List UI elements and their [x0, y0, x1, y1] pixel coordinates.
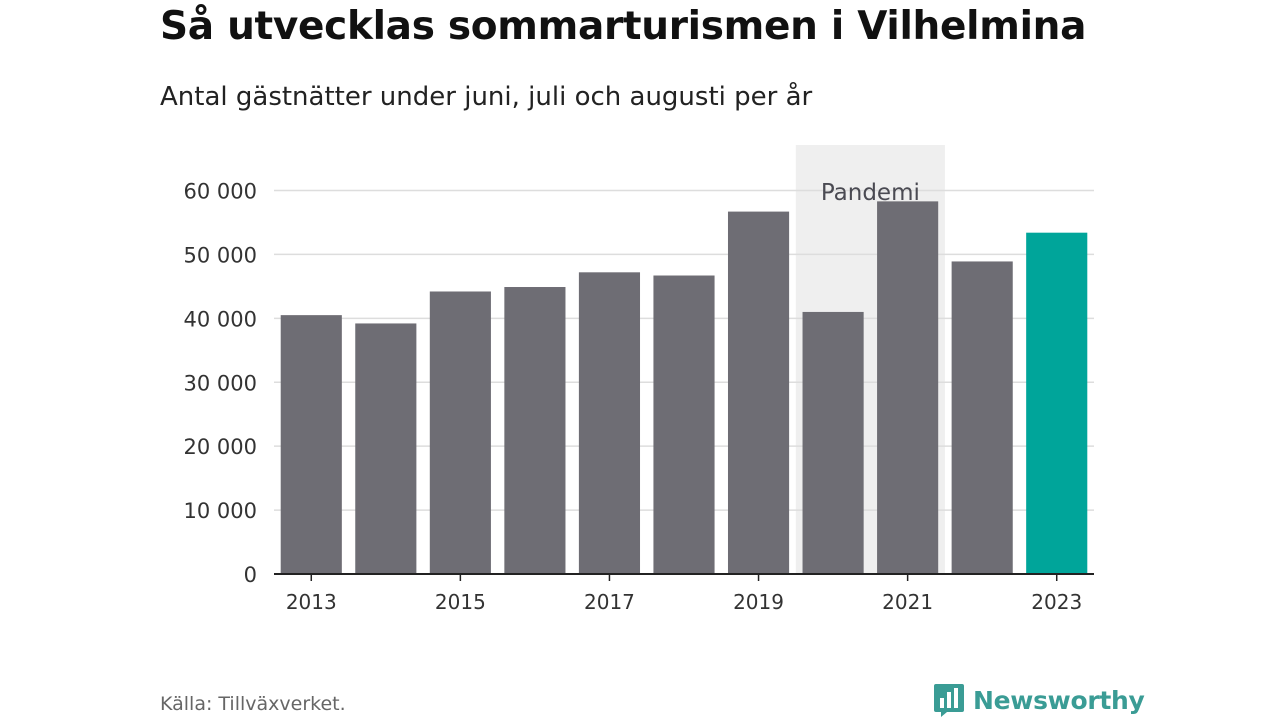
x-tick-label: 2021 — [882, 590, 933, 614]
chart-subtitle: Antal gästnätter under juni, juli och au… — [160, 82, 813, 112]
y-tick-label: 40 000 — [184, 307, 257, 331]
x-tick-label: 2013 — [286, 590, 337, 614]
bars — [280, 201, 1088, 574]
bar-2019 — [727, 211, 790, 574]
bar-2022 — [951, 261, 1013, 574]
bar-2021 — [877, 201, 939, 574]
y-tick-label: 10 000 — [184, 499, 257, 523]
axes: 2013 2015 2017 2019 2021 2023 — [274, 573, 1094, 614]
chart-title: Så utvecklas sommarturismen i Vilhelmina — [160, 4, 1087, 49]
annotation-labels: Pandemi — [821, 180, 920, 206]
y-tick-label: 30 000 — [184, 371, 257, 395]
brand-name: Newsworthy — [973, 685, 1145, 715]
bar-2014 — [355, 323, 417, 574]
bar-2023 — [1026, 232, 1088, 574]
x-tick-label: 2015 — [435, 590, 486, 614]
bar-2013 — [280, 315, 342, 574]
y-tick-label: 50 000 — [184, 243, 257, 267]
bar-2017 — [578, 272, 641, 574]
bar-chart-logo-icon — [934, 684, 964, 717]
bar-2020 — [802, 311, 864, 574]
bar-chart: 0 10 000 20 000 30 000 40 000 50 000 60 000 Pa… — [184, 145, 1094, 614]
source-note: Källa: Tillväxverket. — [160, 693, 346, 715]
pandemic-label: Pandemi — [821, 180, 920, 206]
x-tick-label: 2023 — [1031, 590, 1082, 614]
x-tick-label: 2017 — [584, 590, 635, 614]
y-tick-label: 20 000 — [184, 435, 257, 459]
bar-2015 — [429, 291, 491, 574]
x-tick-label: 2019 — [733, 590, 784, 614]
bar-2016 — [504, 287, 566, 574]
bar-2018 — [653, 275, 715, 574]
y-tick-label: 0 — [244, 563, 257, 587]
y-tick-label: 60 000 — [184, 180, 257, 204]
brand-logo: Newsworthy — [933, 682, 1145, 718]
